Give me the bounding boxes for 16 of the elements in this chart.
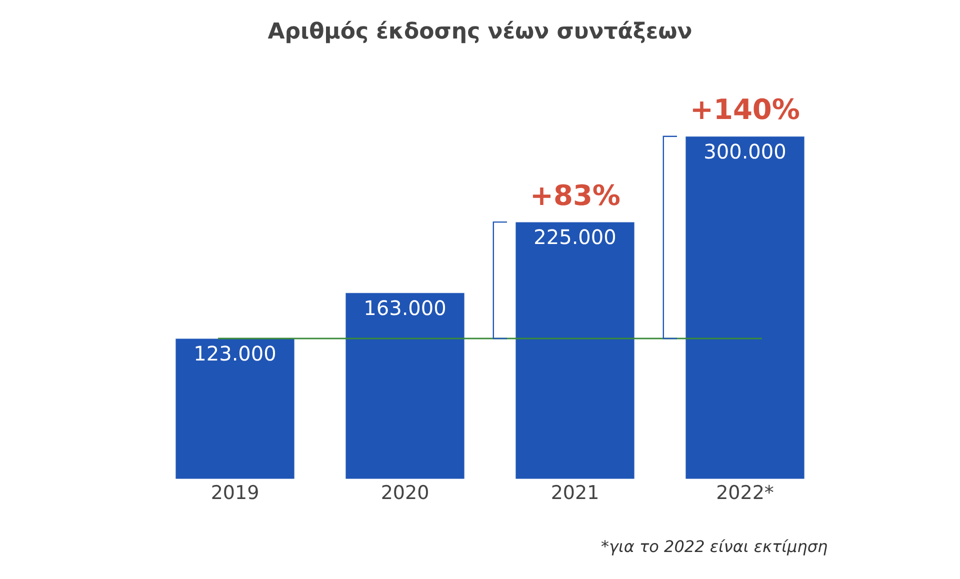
x-tick-label: 2022* [716, 482, 774, 504]
data-label: 163.000 [364, 296, 446, 320]
text: +140% [690, 93, 800, 126]
bar [345, 292, 465, 479]
data-label: 225.000 [534, 225, 616, 250]
chart-title: Αριθμός έκδοσης νέων συντάξεων [268, 20, 692, 45]
x-tick-label: 2020 [380, 482, 430, 504]
bar [685, 136, 805, 479]
x-tick-label: 2019 [210, 482, 260, 504]
text: *για το 2022 είναι εκτίμηση [601, 537, 828, 556]
bar [175, 338, 295, 479]
annotation: +83% [530, 179, 620, 212]
x-tick-label: 2021 [550, 482, 600, 504]
bar [515, 222, 635, 479]
data-label: 300.000 [704, 139, 786, 164]
data-label: 123.000 [194, 342, 276, 366]
